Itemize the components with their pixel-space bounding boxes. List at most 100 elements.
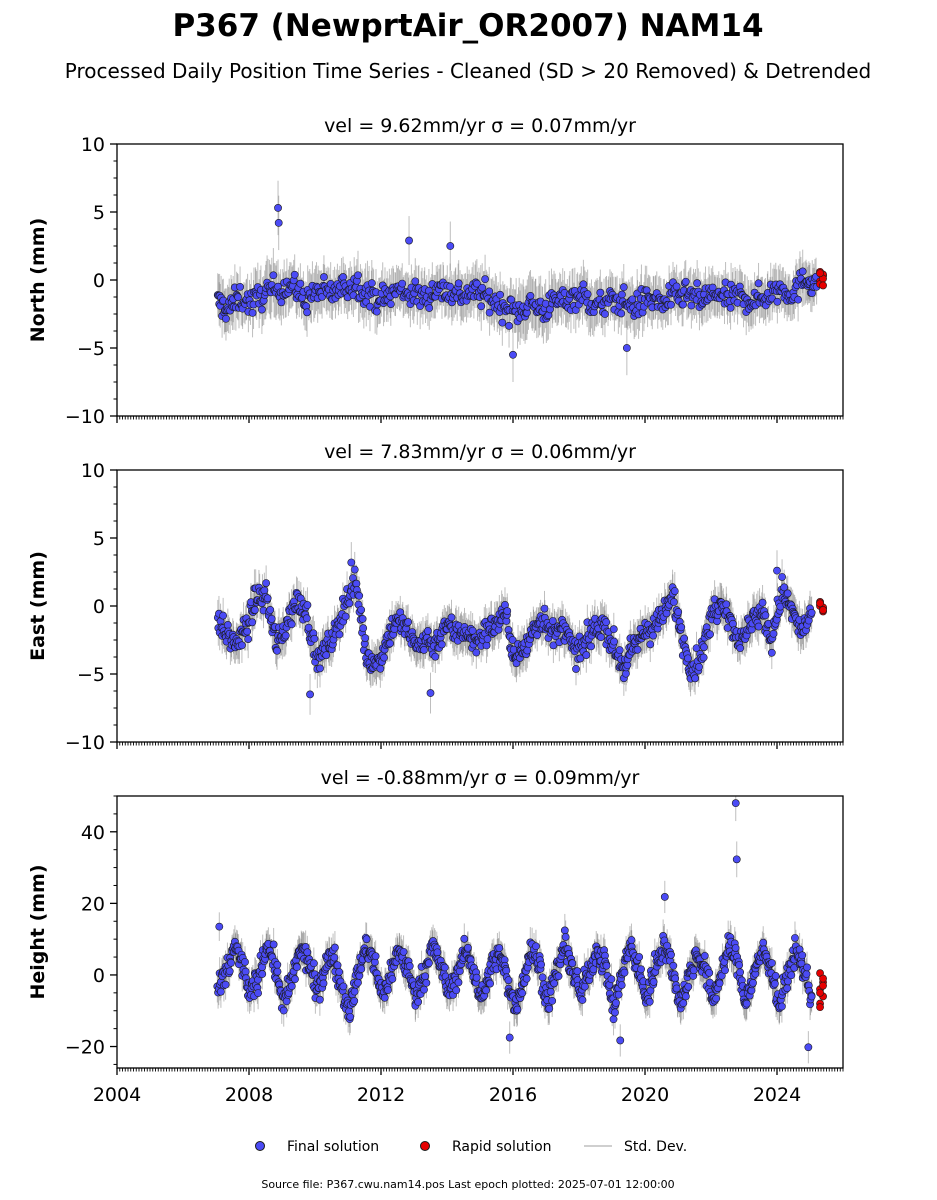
final-point <box>251 606 259 614</box>
final-point <box>350 987 359 996</box>
final-point <box>354 978 362 987</box>
final-point <box>423 627 432 635</box>
final-point <box>335 968 344 976</box>
rapid-point <box>819 606 827 614</box>
final-point <box>681 277 690 286</box>
final-point <box>674 608 683 616</box>
final-point <box>296 279 305 288</box>
final-point <box>217 987 225 996</box>
final-point <box>238 641 246 650</box>
figure-subtitle: Processed Daily Position Time Series - C… <box>65 59 871 83</box>
final-point <box>583 290 592 298</box>
final-point <box>596 288 605 297</box>
final-point <box>699 653 708 662</box>
final-point <box>221 980 230 989</box>
final-point <box>695 662 703 671</box>
series-final <box>213 913 816 1036</box>
final-point <box>769 629 778 638</box>
final-point <box>523 646 532 655</box>
final-point <box>346 1012 355 1021</box>
final-point <box>503 607 512 615</box>
final-point <box>241 958 249 966</box>
final-point <box>526 291 535 300</box>
final-point <box>726 304 735 312</box>
rapid-point <box>816 269 824 278</box>
final-point <box>309 959 318 968</box>
final-point <box>352 579 361 588</box>
final-point <box>472 648 481 657</box>
plot-area <box>213 180 827 382</box>
panel-east: vel = 7.83mm/yr σ = 0.06mm/yr East (mm) −1… <box>27 441 844 754</box>
series-rapid <box>816 267 827 290</box>
final-point <box>431 652 440 661</box>
final-point <box>398 279 407 288</box>
final-point <box>617 309 626 318</box>
series-final <box>213 248 821 349</box>
final-point <box>618 290 626 299</box>
final-point <box>223 621 232 629</box>
final-point <box>243 627 252 636</box>
final-point <box>582 651 591 659</box>
final-point <box>388 975 397 983</box>
final-point <box>384 986 392 994</box>
final-point <box>576 654 585 663</box>
y-tick-label: 10 <box>81 460 105 482</box>
final-point <box>269 271 278 280</box>
final-point <box>315 995 324 1004</box>
final-point <box>279 1006 288 1015</box>
final-point <box>798 267 807 276</box>
final-point <box>679 300 687 309</box>
final-point <box>619 283 628 292</box>
final-point <box>646 640 655 649</box>
final-point <box>447 613 456 622</box>
final-point <box>446 242 455 250</box>
final-point <box>244 635 253 643</box>
final-point <box>482 641 491 650</box>
final-point <box>386 639 394 648</box>
final-point <box>320 273 328 281</box>
final-point <box>628 295 637 304</box>
final-point <box>399 947 408 956</box>
final-point <box>345 599 354 608</box>
final-point <box>421 972 430 981</box>
rapid-point <box>816 599 824 608</box>
panel-north: vel = 9.62mm/yr σ = 0.07mm/yr North (mm) −… <box>27 115 844 428</box>
final-point <box>260 586 269 595</box>
final-point <box>736 644 745 653</box>
final-point <box>425 304 434 312</box>
series-final <box>213 551 816 697</box>
final-point <box>291 975 299 984</box>
final-point <box>422 979 431 987</box>
panel-title: vel = 9.62mm/yr σ = 0.07mm/yr <box>324 115 636 137</box>
final-point <box>262 579 271 587</box>
final-point <box>483 635 492 643</box>
y-axis-label: North (mm) <box>27 218 49 343</box>
final-point <box>290 270 299 279</box>
final-point <box>481 275 489 284</box>
final-point <box>263 594 272 603</box>
final-point <box>610 637 618 646</box>
final-point <box>468 626 477 635</box>
final-point <box>615 646 624 655</box>
final-point <box>322 651 331 660</box>
series-final <box>274 180 631 382</box>
final-point <box>579 280 588 289</box>
final-point <box>691 674 700 683</box>
series-final <box>306 542 781 715</box>
final-point <box>670 587 679 595</box>
final-point <box>354 271 362 280</box>
final-point <box>306 690 314 699</box>
y-tick-label: 5 <box>93 528 105 550</box>
final-point <box>234 293 242 302</box>
final-point <box>331 943 339 952</box>
final-point <box>420 646 428 654</box>
final-point <box>405 962 414 970</box>
panels: vel = 9.62mm/yr σ = 0.07mm/yr North (mm) −… <box>27 115 844 1106</box>
y-tick-label: 0 <box>93 596 105 618</box>
final-point <box>700 643 708 652</box>
final-point <box>372 307 381 316</box>
final-point <box>783 589 792 598</box>
final-point <box>219 611 228 620</box>
final-point <box>405 236 413 245</box>
final-point <box>241 967 250 976</box>
